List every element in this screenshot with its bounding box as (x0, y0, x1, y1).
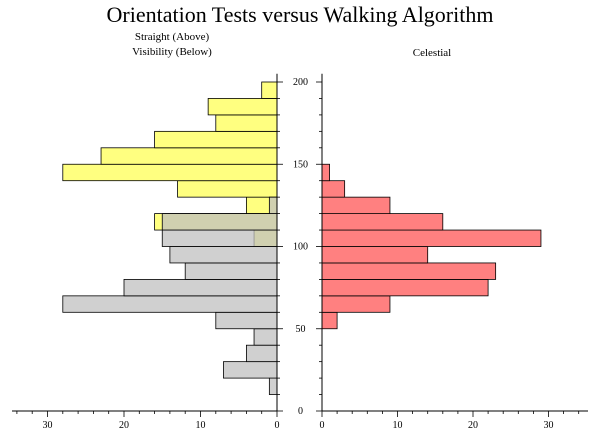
left-bar-straight-180 (207, 98, 278, 116)
y-tick-label-100: 100 (293, 242, 308, 253)
right-bar-celestial-110 (321, 213, 444, 231)
left-bar-visibility-120 (268, 196, 278, 214)
right-bar-celestial-140 (321, 163, 330, 182)
right-bar-celestial-90 (321, 246, 429, 264)
left-bar-visibility-110 (161, 213, 278, 231)
left-panel-label-straight: Straight (Above) (135, 31, 210, 43)
right-x-tick-label-0: 0 (320, 420, 325, 431)
left-bar-straight-170 (215, 114, 278, 132)
left-bar-visibility-30 (245, 344, 278, 363)
right-bar-celestial-80 (321, 262, 497, 280)
right-x-tick-label-20: 20 (468, 420, 478, 431)
y-tick-label-200: 200 (293, 77, 308, 88)
y-tick-label-0: 0 (298, 406, 303, 417)
left-bar-straight-190 (261, 81, 278, 99)
y-tick-label-50: 50 (296, 324, 306, 335)
left-bar-visibility-70 (123, 278, 278, 297)
right-bar-celestial-50 (321, 311, 338, 330)
right-panel-bars (321, 163, 542, 330)
left-x-tick-label-20: 20 (119, 420, 129, 431)
left-bar-visibility-80 (184, 262, 278, 280)
right-bar-celestial-100 (321, 229, 542, 247)
left-bar-visibility-40 (253, 328, 278, 346)
left-bar-straight-130 (177, 180, 278, 198)
y-tick-label-150: 150 (293, 159, 308, 170)
left-bar-straight-160 (154, 130, 278, 149)
right-x-tick-label-30: 30 (544, 420, 554, 431)
left-bar-visibility-100 (161, 229, 278, 247)
right-panel-label-celestial: Celestial (413, 47, 452, 59)
right-bar-celestial-120 (321, 196, 391, 214)
right-bar-celestial-130 (321, 180, 346, 198)
left-bar-visibility-20 (223, 361, 278, 379)
left-x-tick-label-0: 0 (275, 420, 280, 431)
left-bar-visibility-50 (215, 311, 278, 330)
left-bar-straight-140 (62, 163, 278, 182)
left-x-tick-label-10: 10 (196, 420, 206, 431)
left-bar-visibility-90 (169, 246, 278, 264)
left-bar-visibility-10 (268, 377, 278, 395)
left-bar-visibility-60 (62, 295, 278, 313)
right-bar-celestial-60 (321, 295, 391, 313)
right-bar-celestial-70 (321, 278, 489, 297)
left-bar-straight-150 (100, 147, 278, 165)
left-x-tick-label-30: 30 (43, 420, 53, 431)
left-panel-bars (62, 81, 278, 395)
chart-title: Orientation Tests versus Walking Algorit… (107, 2, 494, 27)
right-x-tick-label-10: 10 (393, 420, 403, 431)
left-panel-label-visibility: Visibility (Below) (132, 46, 212, 58)
